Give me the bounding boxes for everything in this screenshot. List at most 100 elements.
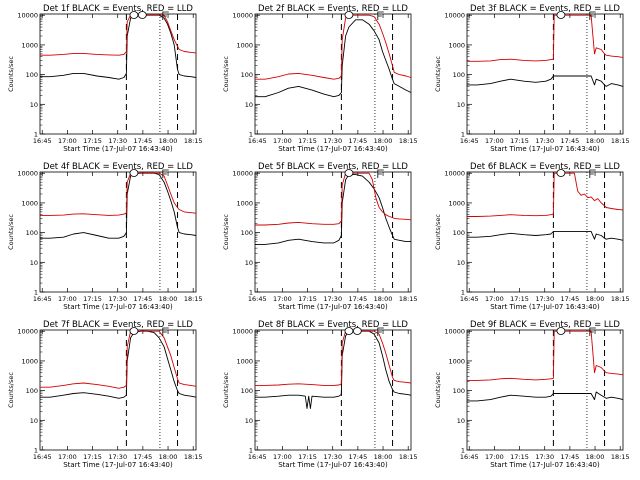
x-tick-label: 17:15 bbox=[510, 453, 529, 461]
y-tick-label: 1 bbox=[34, 131, 38, 139]
y-tick-label: 1000 bbox=[21, 199, 38, 207]
x-tick-label: 18:00 bbox=[374, 453, 393, 461]
y-tick-label: 1 bbox=[249, 447, 253, 455]
y-tick-label: 1000 bbox=[236, 357, 253, 365]
x-axis-label: Start Time (17-Jul-07 16:43:40) bbox=[63, 461, 173, 469]
x-tick-label: 17:30 bbox=[323, 295, 342, 303]
x-tick-label: 18:00 bbox=[159, 453, 178, 461]
x-tick-label: 17:15 bbox=[83, 453, 102, 461]
x-tick-label: 17:45 bbox=[349, 295, 368, 303]
x-tick-label: 18:15 bbox=[399, 453, 418, 461]
x-tick-label: 16:45 bbox=[248, 295, 267, 303]
o-symbol-marker bbox=[556, 11, 566, 19]
y-tick-label: 1000 bbox=[448, 41, 465, 49]
y-tick-label: 100 bbox=[241, 229, 253, 237]
x-tick-label: 17:00 bbox=[58, 137, 77, 145]
y-tick-label: 1 bbox=[34, 447, 38, 455]
x-tick-label: 17:45 bbox=[349, 137, 368, 145]
x-axis-label: Start Time (17-Jul-07 16:43:40) bbox=[278, 461, 388, 469]
x-tick-label: 18:15 bbox=[184, 295, 203, 303]
x-tick-label: 16:45 bbox=[33, 295, 52, 303]
x-tick-label: 17:45 bbox=[134, 295, 153, 303]
x-tick-label: 16:45 bbox=[460, 137, 479, 145]
x-tick-label: 17:45 bbox=[561, 453, 580, 461]
x-tick-label: 16:45 bbox=[33, 453, 52, 461]
panel-title: Det 5f BLACK = Events, RED = LLD bbox=[258, 162, 408, 172]
panel-2: Det 2f BLACK = Events, RED = LLD 1 10 100 10… bbox=[222, 4, 418, 153]
x-tick-label: 17:15 bbox=[83, 137, 102, 145]
panel-1: Det 1f BLACK = Events, RED = LLD 1 10 100 10… bbox=[7, 4, 203, 153]
x-tick-label: 17:15 bbox=[510, 295, 529, 303]
x-tick-label: 17:15 bbox=[298, 295, 317, 303]
panel-title: Det 9f BLACK = Events, RED = LLD bbox=[470, 320, 620, 330]
y-tick-label: 1000 bbox=[448, 199, 465, 207]
y-tick-label: 100 bbox=[453, 71, 465, 79]
x-tick-label: 16:45 bbox=[460, 295, 479, 303]
f-symbol-marker bbox=[377, 169, 384, 178]
y-axis-label: Counts/sec bbox=[434, 372, 442, 408]
panel-title: Det 1f BLACK = Events, RED = LLD bbox=[43, 4, 193, 14]
x-tick-label: 18:15 bbox=[399, 137, 418, 145]
x-tick-label: 17:30 bbox=[535, 453, 554, 461]
x-tick-label: 18:15 bbox=[611, 137, 630, 145]
o-symbol-marker bbox=[344, 11, 354, 19]
f-symbol-marker bbox=[589, 169, 596, 178]
f-symbol-marker bbox=[589, 11, 596, 20]
y-tick-label: 1 bbox=[249, 289, 253, 297]
x-tick-label: 17:30 bbox=[535, 295, 554, 303]
y-tick-label: 100 bbox=[26, 387, 38, 395]
lld-series-line bbox=[467, 14, 624, 62]
x-tick-label: 17:00 bbox=[485, 137, 504, 145]
events-series-line bbox=[40, 14, 197, 80]
y-tick-label: 10 bbox=[457, 417, 465, 425]
y-tick-label: 100 bbox=[453, 387, 465, 395]
y-tick-label: 100 bbox=[26, 71, 38, 79]
y-axis-label: Counts/sec bbox=[7, 214, 15, 250]
x-tick-label: 17:00 bbox=[485, 453, 504, 461]
x-tick-label: 17:45 bbox=[561, 137, 580, 145]
x-tick-label: 18:00 bbox=[586, 137, 605, 145]
y-tick-label: 10 bbox=[457, 259, 465, 267]
f-symbol-marker bbox=[162, 327, 169, 336]
y-tick-label: 10000 bbox=[232, 170, 253, 178]
panel-title: Det 7f BLACK = Events, RED = LLD bbox=[43, 320, 193, 330]
x-tick-label: 18:00 bbox=[159, 295, 178, 303]
y-tick-label: 1 bbox=[461, 447, 465, 455]
x-tick-label: 17:15 bbox=[298, 453, 317, 461]
panel-title: Det 6f BLACK = Events, RED = LLD bbox=[470, 162, 620, 172]
x-tick-label: 18:00 bbox=[159, 137, 178, 145]
x-tick-label: 18:00 bbox=[586, 453, 605, 461]
plot-frame bbox=[39, 13, 197, 135]
f-symbol-marker bbox=[589, 327, 596, 336]
x-tick-label: 16:45 bbox=[248, 453, 267, 461]
x-tick-label: 17:30 bbox=[108, 295, 127, 303]
x-tick-label: 17:00 bbox=[273, 453, 292, 461]
plot-frame bbox=[466, 329, 624, 451]
plot-frame bbox=[254, 13, 412, 135]
y-axis-label: Counts/sec bbox=[222, 214, 230, 250]
lld-series-line bbox=[467, 172, 624, 217]
x-tick-label: 18:15 bbox=[611, 295, 630, 303]
x-tick-label: 17:30 bbox=[323, 137, 342, 145]
o-symbol-marker bbox=[556, 169, 566, 177]
x-tick-label: 17:30 bbox=[108, 137, 127, 145]
events-series-line bbox=[255, 330, 412, 409]
y-tick-label: 10000 bbox=[17, 170, 38, 178]
panel-6: Det 6f BLACK = Events, RED = LLD 1 10 100 10… bbox=[434, 162, 630, 311]
x-tick-label: 17:00 bbox=[58, 453, 77, 461]
y-tick-label: 1000 bbox=[236, 199, 253, 207]
x-tick-label: 18:15 bbox=[611, 453, 630, 461]
x-tick-label: 16:45 bbox=[248, 137, 267, 145]
x-tick-label: 17:30 bbox=[323, 453, 342, 461]
y-tick-label: 10 bbox=[245, 417, 253, 425]
o-symbol-marker bbox=[344, 169, 354, 177]
y-axis-label: Counts/sec bbox=[7, 372, 15, 408]
x-tick-label: 17:45 bbox=[134, 453, 153, 461]
plot-frame bbox=[39, 329, 197, 451]
y-tick-label: 1 bbox=[249, 131, 253, 139]
x-axis-label: Start Time (17-Jul-07 16:43:40) bbox=[490, 303, 600, 311]
y-tick-label: 10 bbox=[245, 101, 253, 109]
y-axis-label: Counts/sec bbox=[7, 56, 15, 92]
x-tick-label: 17:45 bbox=[349, 453, 368, 461]
lld-series-line bbox=[255, 14, 412, 80]
